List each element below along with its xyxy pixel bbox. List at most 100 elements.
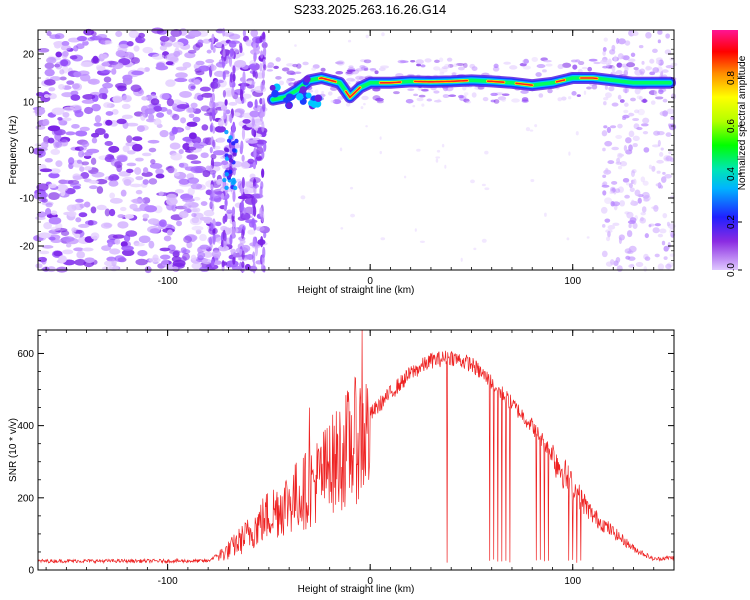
spectrogram-cell (206, 49, 212, 54)
spectrogram-cell (225, 109, 231, 115)
spectrogram-cell (199, 244, 210, 250)
spectrogram-cell (607, 160, 615, 165)
spectrogram-cell (178, 178, 190, 185)
spectrogram-cell (231, 148, 237, 153)
spectrogram-cell (379, 150, 383, 155)
spectrogram-cell (101, 62, 111, 67)
spectrogram-cell (633, 178, 637, 185)
ridge-blob (283, 97, 289, 103)
spectrogram-cell (571, 91, 577, 96)
spectrogram-cell (311, 67, 317, 71)
spectrogram-cell (286, 63, 294, 67)
spectrogram-cell (492, 66, 500, 72)
spectrogram-cell (150, 159, 156, 165)
spectrogram-cell (601, 250, 608, 258)
spectrogram-cell (210, 153, 217, 160)
spectrogram-cell (637, 108, 645, 116)
spectrogram-cell (643, 198, 650, 202)
spectrogram-cell (241, 177, 245, 189)
spectrogram-cell (48, 87, 56, 92)
spectrogram-cell (633, 109, 640, 114)
spectrogram-cell (623, 69, 629, 77)
spectrogram-cell (652, 48, 658, 54)
spectrogram-cell (307, 89, 314, 93)
spectrogram-cell (39, 250, 50, 255)
spectrogram-cell (74, 259, 87, 266)
spectrogram-cell (104, 208, 111, 217)
ridge-blob (271, 89, 279, 98)
spectrogram-cell (266, 69, 274, 72)
spectrogram-cell (122, 145, 130, 153)
spectrogram-cell (628, 223, 632, 229)
spectrogram-cell (365, 125, 368, 128)
spectrogram-cell (603, 97, 609, 101)
spectrogram-cell (253, 51, 257, 61)
spectrogram-cell (648, 224, 652, 228)
spectrogram-cell (628, 112, 633, 117)
spectrogram-cell (641, 206, 647, 213)
spectrogram-panel: -100 0 100 -20 -10 0 10 20 Height of str… (8, 27, 678, 296)
spectrogram-cell (522, 65, 531, 70)
spectrogram-cell (195, 70, 205, 76)
spectrogram-cell (661, 240, 666, 246)
spectrogram-cell (624, 102, 629, 107)
spectrogram-cell (69, 104, 82, 111)
ridge-blob (303, 75, 311, 83)
spectrogram-cell (103, 76, 112, 83)
spectrogram-cell (659, 152, 664, 157)
spectrogram-cell (217, 245, 230, 252)
spectrogram-cell (574, 59, 581, 63)
spectrogram-cell (209, 96, 214, 104)
ridge-blob (313, 100, 322, 108)
spectrogram-cell (255, 226, 265, 232)
spectrogram-cell (262, 31, 266, 40)
spectrogram-cell (173, 171, 180, 177)
spectrogram-cell (190, 254, 197, 261)
spectrogram-cell (169, 142, 181, 150)
spectrogram-cell (273, 65, 279, 70)
spectrogram-cell (114, 161, 123, 169)
spectrogram-cell (202, 137, 210, 144)
spectrogram-cell (259, 112, 264, 122)
spectrogram-xlabel: Height of straight line (km) (298, 285, 415, 296)
spectrogram-cell (114, 255, 126, 262)
spectrogram-cell (114, 238, 121, 245)
spectrogram-cell (43, 94, 50, 99)
spectrogram-cell (39, 168, 53, 173)
spectrogram-cell (122, 176, 135, 184)
spectrogram-cell (53, 41, 65, 47)
spectrogram-cell (434, 59, 440, 64)
spectrogram-cell (136, 125, 145, 132)
ridge-blob (289, 94, 296, 101)
spectrogram-cell (70, 94, 81, 101)
spectrogram-cell (142, 46, 154, 54)
spectrogram-cell (347, 39, 352, 43)
spectrogram-cell (259, 35, 263, 43)
spectrogram-cell (79, 166, 85, 172)
spectrogram-cell (130, 57, 141, 64)
spectrogram-cell (155, 65, 169, 71)
spectrogram-cell (531, 56, 538, 62)
spectrogram-ylabel: Frequency (Hz) (8, 116, 19, 185)
spectrogram-cell (96, 186, 104, 194)
spectrogram-cell (212, 139, 216, 148)
spectrogram-cell (232, 121, 236, 134)
spectrogram-cell (91, 137, 98, 144)
spectrogram-cell (176, 220, 183, 227)
spectrogram-cell (209, 111, 213, 122)
spectrogram-cell (613, 55, 617, 62)
spectrogram-cell (91, 171, 105, 178)
spectrogram-cell (190, 183, 203, 190)
spectrogram-cell (153, 105, 163, 112)
spectrogram-cell (211, 106, 216, 117)
spectrogram-cell (151, 27, 164, 34)
spectrogram-cell (628, 264, 635, 268)
spectrogram-cell (525, 127, 531, 132)
ridge-blob (305, 92, 312, 99)
spectrogram-cell (176, 128, 183, 133)
spectrogram-cell (638, 44, 644, 49)
spectrogram-cell (77, 223, 90, 228)
spectrogram-cell (576, 94, 581, 97)
spectrogram-cell (625, 137, 632, 144)
spectrogram-cell (211, 33, 215, 44)
